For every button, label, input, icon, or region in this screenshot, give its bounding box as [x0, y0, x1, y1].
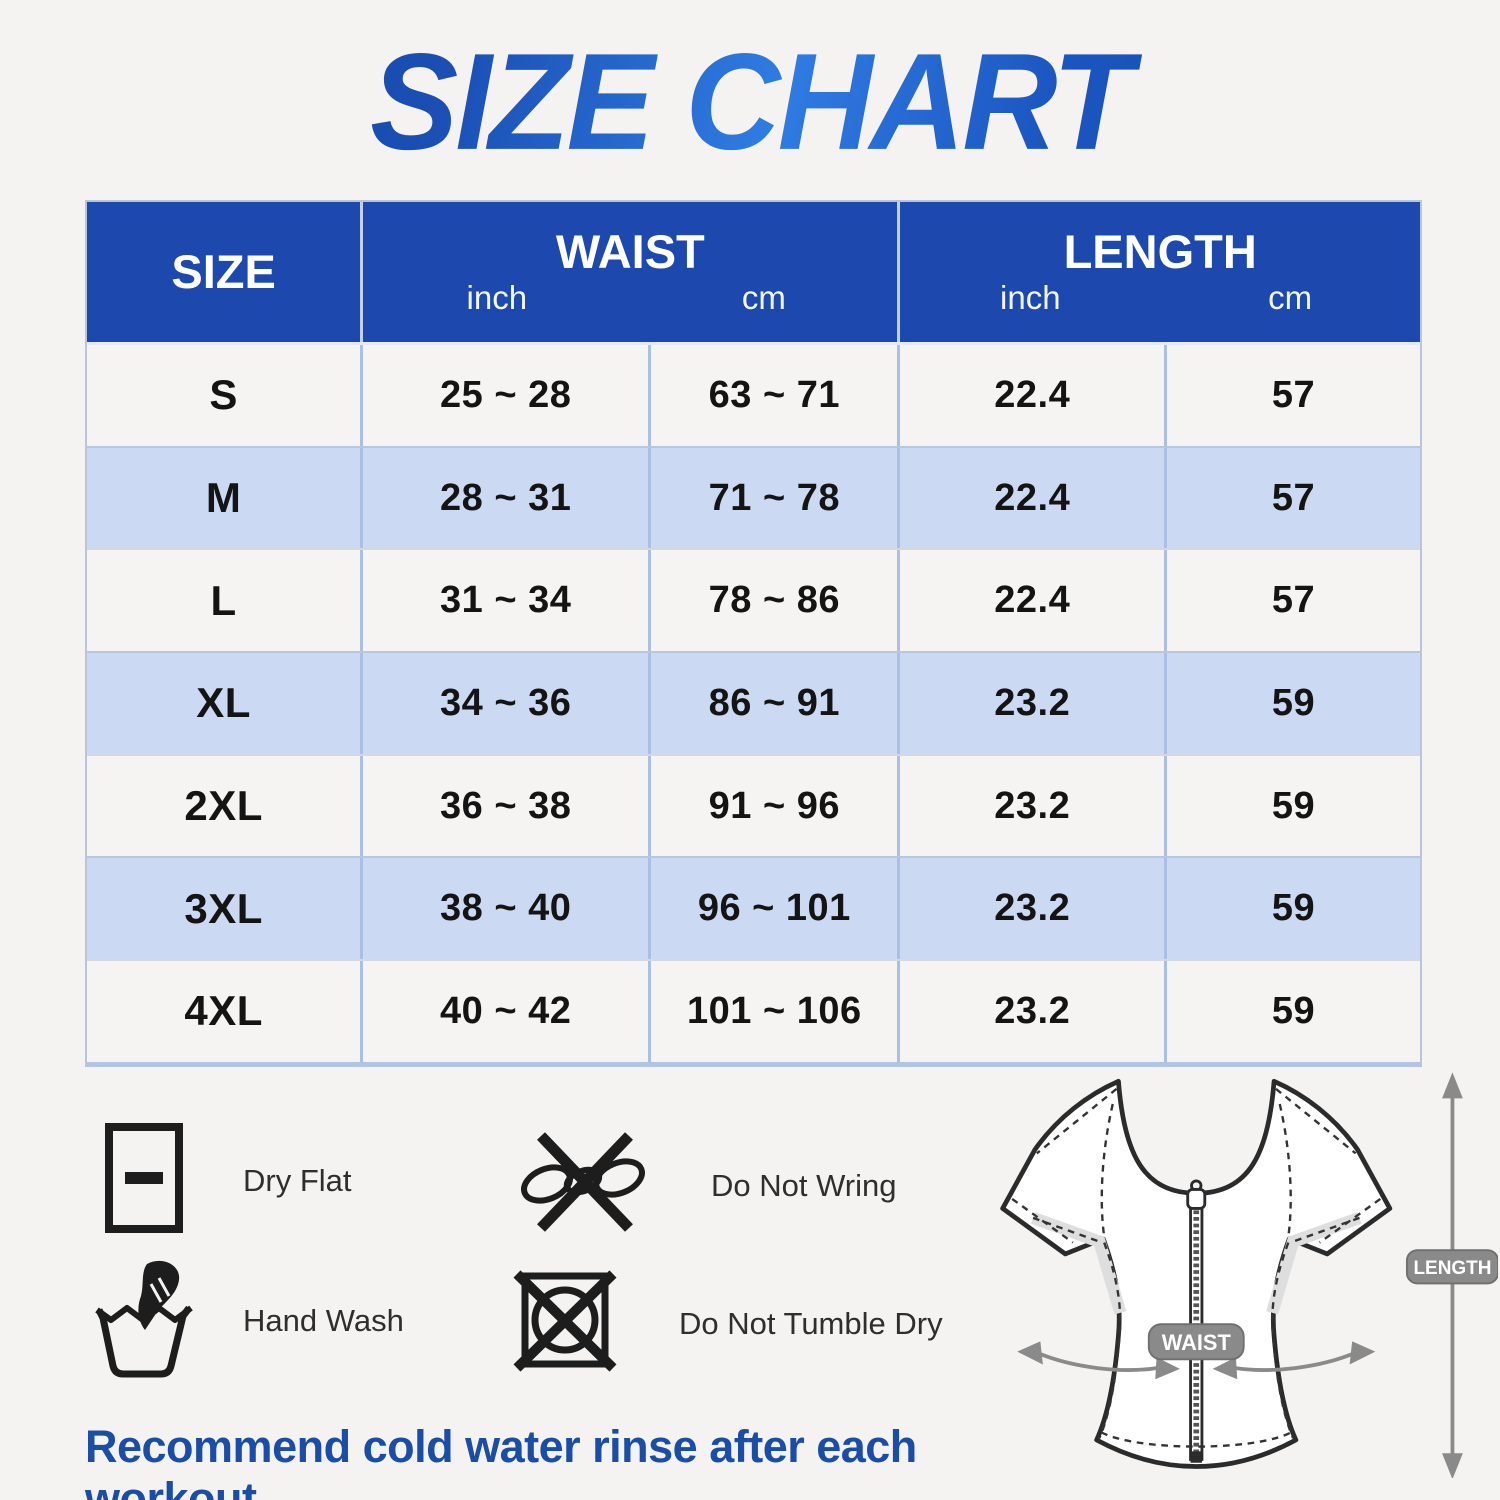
- cell-size: 2XL: [184, 782, 263, 830]
- table-row: 3XL 38 ~ 40 96 ~ 101 23.2 59: [87, 856, 1420, 960]
- length-badge: LENGTH: [1405, 1249, 1499, 1285]
- cell-waist-cm: 96 ~ 101: [648, 858, 897, 960]
- table-row: S 25 ~ 28 63 ~ 71 22.4 57: [87, 345, 1420, 446]
- cell-waist-cm: 101 ~ 106: [648, 961, 897, 1062]
- cell-length-inch: 22.4: [897, 345, 1164, 446]
- cell-size: 4XL: [184, 987, 263, 1035]
- zipper: [1186, 1179, 1207, 1463]
- cell-length-cm: 57: [1164, 447, 1420, 549]
- cell-length-cm: 59: [1164, 961, 1420, 1062]
- cell-size: M: [205, 474, 242, 522]
- cell-waist-inch: 25 ~ 28: [360, 345, 648, 446]
- cell-waist-inch: 34 ~ 36: [360, 653, 648, 754]
- care-item-do-not-wring: Do Not Wring: [513, 1128, 897, 1243]
- cell-waist-cm: 63 ~ 71: [648, 345, 897, 446]
- care-label: Do Not Tumble Dry: [679, 1305, 943, 1341]
- hand-wash-icon: [95, 1258, 193, 1383]
- table-row: M 28 ~ 31 71 ~ 78 22.4 57: [87, 445, 1420, 549]
- cell-length-cm: 59: [1164, 653, 1420, 754]
- do-not-wring-icon: [513, 1128, 653, 1243]
- header-length-label: LENGTH: [1063, 225, 1257, 279]
- care-item-dry-flat: Dry Flat: [103, 1122, 352, 1239]
- cell-size: XL: [196, 679, 251, 727]
- cell-size: L: [210, 576, 237, 624]
- care-label: Hand Wash: [243, 1302, 404, 1338]
- cell-waist-inch: 31 ~ 34: [360, 550, 648, 652]
- table-row: 2XL 36 ~ 38 91 ~ 96 23.2 59: [87, 753, 1420, 857]
- waist-arrows: [1017, 1341, 1376, 1380]
- table-row: XL 34 ~ 36 86 ~ 91 23.2 59: [87, 651, 1420, 754]
- cell-waist-cm: 91 ~ 96: [648, 755, 897, 857]
- cell-waist-inch: 38 ~ 40: [360, 858, 648, 960]
- cell-length-cm: 59: [1164, 858, 1420, 960]
- cell-length-inch: 22.4: [897, 550, 1164, 652]
- cell-waist-cm: 86 ~ 91: [648, 653, 897, 754]
- cell-size: S: [209, 371, 238, 419]
- cell-length-inch: 23.2: [897, 653, 1164, 754]
- care-label: Dry Flat: [243, 1162, 352, 1198]
- size-table-header: SIZE WAIST inch cm LENGTH inch cm: [87, 202, 1420, 345]
- care-label: Do Not Wring: [711, 1167, 897, 1203]
- care-item-do-not-tumble-dry: Do Not Tumble Dry: [513, 1262, 943, 1385]
- footnote: Recommend cold water rinse after each wo…: [85, 1421, 917, 1500]
- table-row: 4XL 40 ~ 42 101 ~ 106 23.2 59: [87, 959, 1420, 1062]
- waist-unit-cm: cm: [741, 278, 786, 316]
- waist-badge-label: WAIST: [1162, 1330, 1232, 1355]
- header-size-label: SIZE: [171, 245, 276, 299]
- cell-length-inch: 22.4: [897, 447, 1164, 549]
- cell-length-inch: 23.2: [897, 858, 1164, 960]
- length-unit-cm: cm: [1268, 278, 1313, 316]
- cell-length-inch: 23.2: [897, 961, 1164, 1062]
- cell-waist-cm: 78 ~ 86: [648, 550, 897, 652]
- waist-unit-inch: inch: [466, 278, 528, 316]
- dry-flat-icon: [103, 1122, 185, 1239]
- length-unit-inch: inch: [1000, 278, 1061, 316]
- header-waist-label: WAIST: [555, 225, 705, 279]
- do-not-tumble-dry-icon: [513, 1262, 617, 1385]
- cell-length-inch: 23.2: [897, 755, 1164, 857]
- header-cell-waist: WAIST inch cm: [360, 202, 897, 342]
- cell-length-cm: 57: [1164, 345, 1420, 446]
- cell-waist-cm: 71 ~ 78: [648, 447, 897, 549]
- size-table: SIZE WAIST inch cm LENGTH inch cm S 25 ~…: [85, 200, 1422, 1067]
- cell-length-cm: 59: [1164, 755, 1420, 857]
- waist-badge: WAIST: [1147, 1323, 1245, 1361]
- page-title: SIZE CHART: [0, 23, 1500, 180]
- table-row: L 31 ~ 34 78 ~ 86 22.4 57: [87, 548, 1420, 652]
- garment-measurement-diagram: WAIST LENGTH: [978, 1066, 1499, 1480]
- cell-waist-inch: 28 ~ 31: [360, 447, 648, 549]
- cell-waist-inch: 40 ~ 42: [360, 961, 648, 1062]
- care-item-hand-wash: Hand Wash: [95, 1258, 404, 1383]
- header-cell-length: LENGTH inch cm: [897, 202, 1420, 342]
- length-badge-label: LENGTH: [1413, 1258, 1491, 1279]
- cell-length-cm: 57: [1164, 550, 1420, 652]
- cell-waist-inch: 36 ~ 38: [360, 755, 648, 857]
- header-cell-size: SIZE: [87, 202, 360, 342]
- cell-size: 3XL: [184, 884, 263, 932]
